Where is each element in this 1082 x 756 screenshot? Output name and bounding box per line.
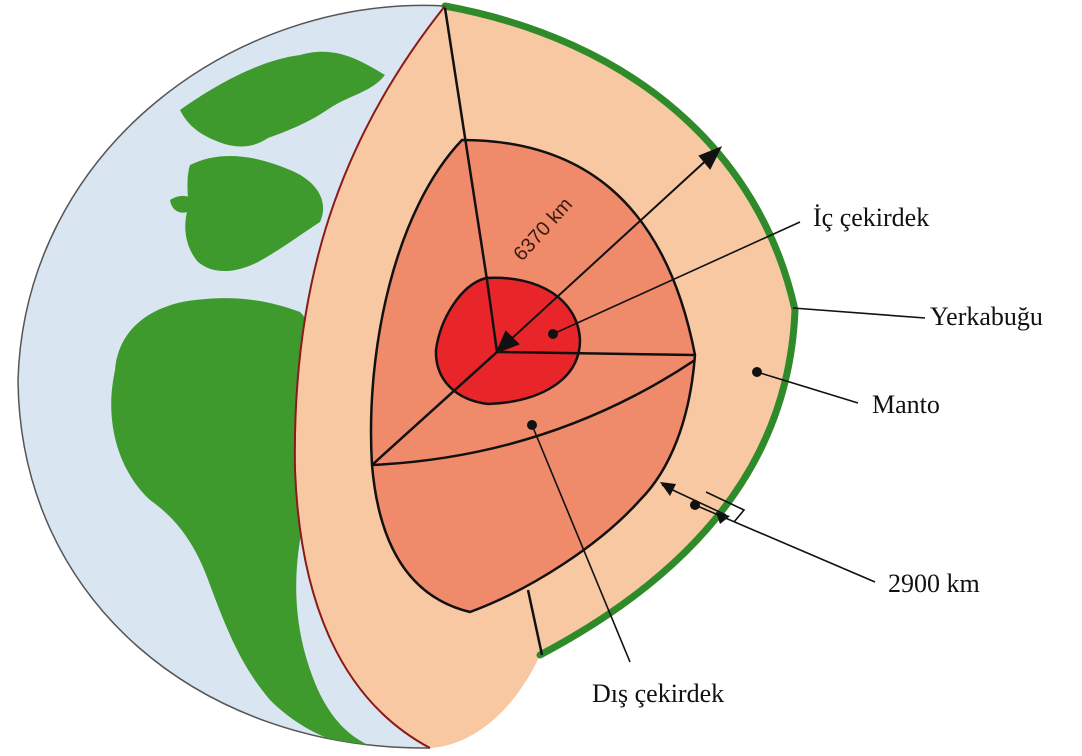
dot-thickness [690,500,700,510]
dot-inner-core [548,329,558,339]
label-mantle-thickness: 2900 km [888,569,980,598]
label-outer-core: Dış çekirdek [592,679,724,708]
land-europe [180,51,385,147]
land-islands [170,195,272,229]
label-mantle: Manto [872,390,940,419]
dot-mantle [752,367,762,377]
crust-rim [441,2,799,659]
thickness-arrowheads [660,482,730,524]
label-inner-core: İç çekirdek [813,203,929,232]
section-lines [371,7,696,656]
label-crust: Yerkabuğu [930,302,1043,331]
radius-arrow [495,146,723,354]
cut-edge [293,5,446,749]
dot-outer-core [527,420,537,430]
marker-dots [527,329,762,510]
leader-lines [531,221,926,663]
